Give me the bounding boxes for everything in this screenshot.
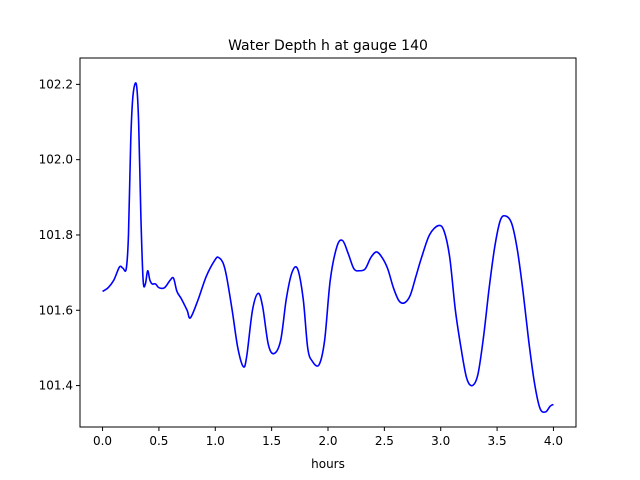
y-tick-label: 102.0 [39, 153, 73, 167]
x-tick-label: 0.0 [93, 434, 112, 448]
plot-frame [79, 57, 577, 428]
y-tick-label: 101.6 [39, 303, 73, 317]
x-tick-label: 2.0 [318, 434, 337, 448]
x-tick-label: 2.5 [375, 434, 394, 448]
y-tick-label: 101.8 [39, 228, 73, 242]
x-tick-label: 3.0 [431, 434, 450, 448]
y-tick-label: 102.2 [39, 77, 73, 91]
plot-area [102, 82, 554, 414]
x-axis-label: hours [311, 457, 345, 471]
series-line-0 [102, 82, 554, 414]
x-tick-label: 3.5 [488, 434, 507, 448]
x-tick-label: 0.5 [149, 434, 168, 448]
x-tick-label: 1.5 [262, 434, 281, 448]
x-tick-label: 4.0 [544, 434, 563, 448]
y-tick-label: 101.4 [39, 379, 73, 393]
x-tick-label: 1.0 [206, 434, 225, 448]
chart-title: Water Depth h at gauge 140 [228, 38, 428, 54]
x-axis: 0.0 0.5 1.0 1.5 2.0 2.5 3.0 3.5 4.0 [93, 427, 563, 448]
y-axis: 101.4 101.6 101.8 102.0 102.2 [39, 77, 80, 393]
